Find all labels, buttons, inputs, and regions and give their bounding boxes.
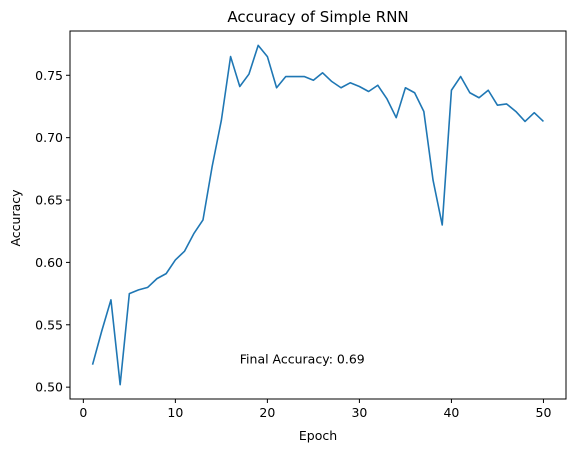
y-tick-label: 0.65: [35, 193, 63, 208]
x-axis: 0 10 20 30 40 50: [79, 399, 551, 420]
x-tick-label: 30: [351, 405, 367, 420]
y-axis-label: Accuracy: [8, 189, 23, 247]
y-axis: 0.50 0.55 0.60 0.65 0.70 0.75: [35, 68, 70, 395]
y-tick-label: 0.55: [35, 317, 63, 332]
x-tick-label: 40: [443, 405, 459, 420]
y-tick-label: 0.50: [35, 380, 63, 395]
x-axis-label: Epoch: [299, 428, 337, 443]
final-accuracy-annotation: Final Accuracy: 0.69: [240, 351, 365, 366]
y-tick-label: 0.75: [35, 68, 63, 83]
x-tick-label: 20: [259, 405, 275, 420]
x-tick-label: 0: [79, 405, 87, 420]
y-tick-label: 0.70: [35, 130, 63, 145]
accuracy-line: [91, 44, 545, 386]
plot-frame: [69, 30, 567, 400]
y-tick-label: 0.60: [35, 255, 63, 270]
x-tick-label: 10: [167, 405, 183, 420]
plot-area: [91, 44, 545, 386]
chart-title: Accuracy of Simple RNN: [227, 8, 408, 26]
x-tick-label: 50: [536, 405, 552, 420]
